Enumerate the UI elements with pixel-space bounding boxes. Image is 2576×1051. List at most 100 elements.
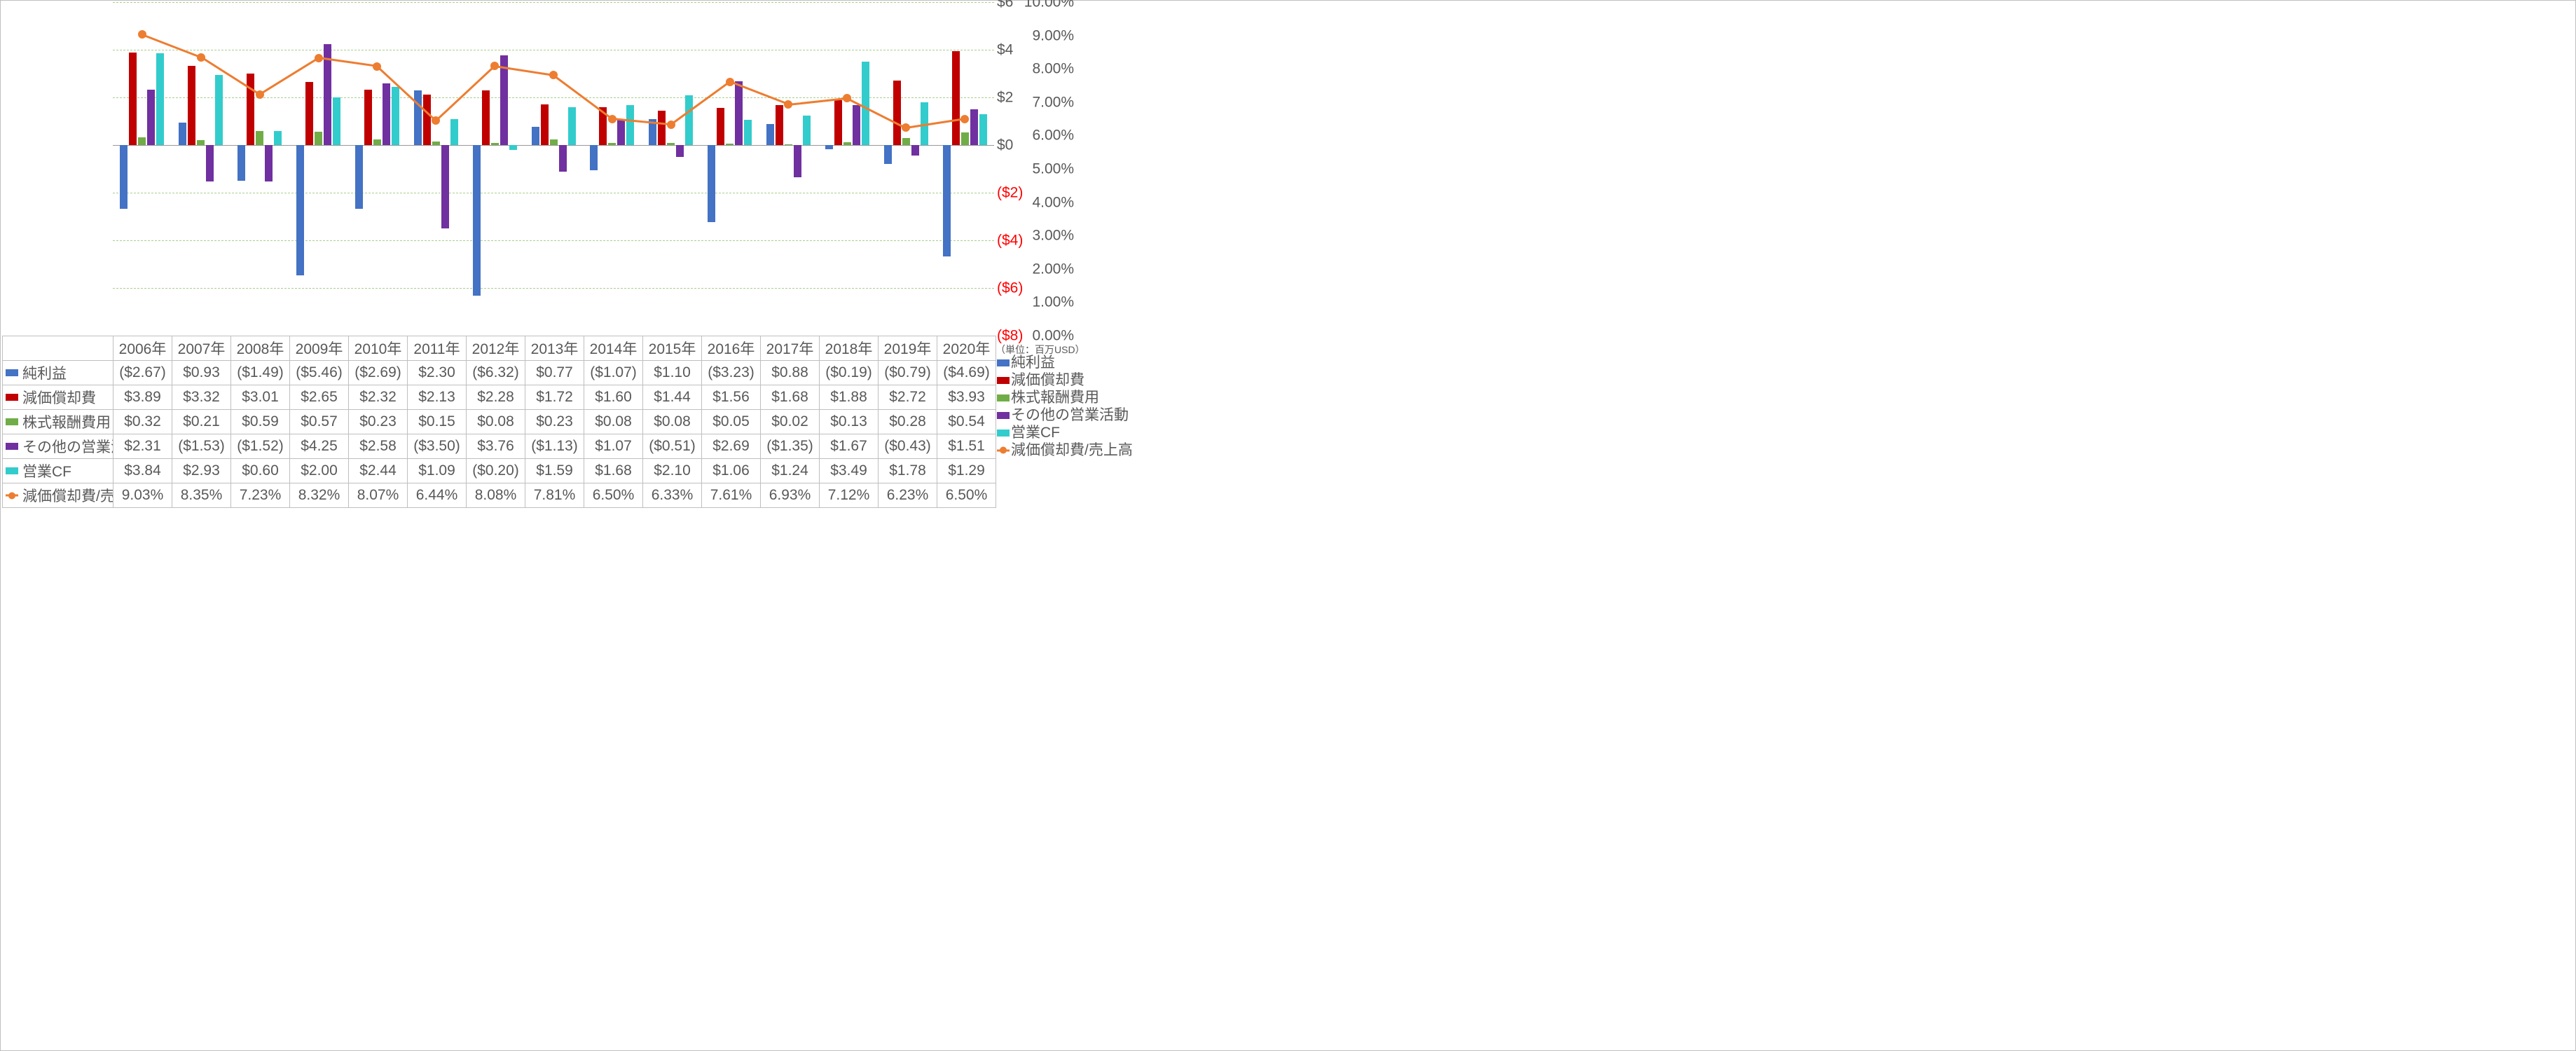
table-cell: $0.05 — [702, 410, 761, 434]
bar-stock_comp — [373, 139, 381, 145]
y-tick-percent: 7.00% — [1032, 95, 1074, 109]
bar-op_cf — [215, 75, 223, 145]
bar-op_cf — [509, 145, 517, 150]
y-tick-percent: 5.00% — [1032, 162, 1074, 177]
table-cell: ($1.07) — [584, 361, 643, 385]
table-cell: $2.65 — [290, 385, 349, 410]
y-tick-dollar: $2 — [997, 90, 1013, 105]
table-cell: $2.58 — [349, 434, 408, 459]
bar-net_income — [414, 90, 422, 145]
y-tick-percent: 2.00% — [1032, 261, 1074, 276]
bar-stock_comp — [961, 132, 969, 145]
legend-label: 株式報酬費用 — [1011, 390, 1099, 406]
bar-other_op — [794, 145, 801, 177]
table-cell: $2.10 — [643, 459, 702, 483]
legend-item: 減価償却費/売上高 — [994, 441, 1092, 459]
legend-label: その他の営業活動 — [1011, 407, 1129, 423]
table-cell: $1.24 — [761, 459, 820, 483]
table-cell: $3.49 — [820, 459, 879, 483]
legend-bar-swatch — [6, 418, 18, 425]
bar-other_op — [853, 105, 860, 145]
table-cell: $4.25 — [290, 434, 349, 459]
grid-line — [113, 240, 994, 241]
bar-depreciation — [129, 53, 137, 145]
table-cell: ($0.79) — [879, 361, 937, 385]
table-cell: ($4.69) — [937, 361, 996, 385]
table-cell: ($6.32) — [467, 361, 525, 385]
bar-other_op — [147, 90, 155, 145]
table-cell: ($1.53) — [172, 434, 231, 459]
bar-stock_comp — [902, 138, 910, 145]
line-marker — [315, 54, 323, 62]
y-tick-percent: 3.00% — [1032, 228, 1074, 243]
row-header: その他の営業活動 — [3, 434, 113, 459]
table-cell: $2.28 — [467, 385, 525, 410]
bar-stock_comp — [315, 132, 322, 145]
bar-depreciation — [893, 81, 901, 145]
table-cell: $1.44 — [643, 385, 702, 410]
year-header: 2014年 — [584, 336, 643, 361]
row-header: 純利益 — [3, 361, 113, 385]
row-label: 減価償却費/売上高 — [22, 488, 113, 504]
legend-bar-swatch — [6, 443, 18, 450]
year-header: 2012年 — [467, 336, 525, 361]
bar-net_income — [590, 145, 598, 170]
line-marker — [490, 62, 499, 70]
row-header: 減価償却費/売上高 — [3, 483, 113, 508]
bar-depreciation — [658, 111, 666, 145]
table-cell: $2.31 — [113, 434, 172, 459]
table-cell: $2.44 — [349, 459, 408, 483]
grid-line — [113, 2, 994, 3]
legend-label: 減価償却費 — [1011, 372, 1084, 388]
legend-item: その他の営業活動 — [994, 406, 1092, 424]
table-cell: 8.32% — [290, 483, 349, 508]
table-cell: $1.88 — [820, 385, 879, 410]
table-cell: 8.07% — [349, 483, 408, 508]
row-header: 減価償却費 — [3, 385, 113, 410]
table-cell: $0.08 — [643, 410, 702, 434]
y-tick-percent: 0.00% — [1032, 329, 1074, 343]
legend-bar-swatch — [997, 377, 1010, 384]
y-tick-dollar: $0 — [997, 138, 1013, 153]
table-cell: $1.51 — [937, 434, 996, 459]
table-cell: $1.68 — [584, 459, 643, 483]
table-cell: ($0.51) — [643, 434, 702, 459]
legend-bar-swatch — [6, 369, 18, 376]
table-row: その他の営業活動$2.31($1.53)($1.52)$4.25$2.58($3… — [3, 434, 996, 459]
side-legend: 純利益減価償却費株式報酬費用その他の営業活動営業CF減価償却費/売上高 — [994, 354, 1092, 459]
line-marker — [432, 116, 440, 125]
legend-label: 純利益 — [1011, 355, 1055, 371]
bar-other_op — [206, 145, 214, 181]
bar-op_cf — [803, 116, 811, 145]
table-cell: $2.72 — [879, 385, 937, 410]
table-corner — [3, 336, 113, 361]
bar-other_op — [735, 81, 743, 145]
year-header: 2017年 — [761, 336, 820, 361]
table-cell: ($2.69) — [349, 361, 408, 385]
bar-depreciation — [952, 51, 960, 145]
line-marker — [138, 30, 146, 39]
bar-op_cf — [862, 62, 869, 145]
y-tick-percent: 9.00% — [1032, 28, 1074, 43]
bar-stock_comp — [843, 142, 851, 145]
table-cell: ($0.20) — [467, 459, 525, 483]
legend-item: 営業CF — [994, 424, 1092, 441]
table-cell: $3.76 — [467, 434, 525, 459]
year-header: 2013年 — [525, 336, 584, 361]
table-row: 営業CF$3.84$2.93$0.60$2.00$2.44$1.09($0.20… — [3, 459, 996, 483]
table-cell: $0.59 — [231, 410, 290, 434]
y-tick-percent: 1.00% — [1032, 295, 1074, 310]
bar-depreciation — [834, 100, 842, 145]
bar-op_cf — [626, 105, 634, 145]
y-axis-left-dollars: ($8)($6)($4)($2)$0$2$4$6 — [994, 2, 1024, 336]
line-marker — [960, 115, 969, 123]
table-cell: $2.30 — [408, 361, 467, 385]
bar-op_cf — [156, 53, 164, 145]
year-header: 2016年 — [702, 336, 761, 361]
bar-net_income — [179, 123, 186, 145]
bar-stock_comp — [785, 144, 792, 145]
table-cell: $3.89 — [113, 385, 172, 410]
bar-stock_comp — [491, 143, 499, 145]
y-tick-percent: 6.00% — [1032, 128, 1074, 143]
bar-other_op — [911, 145, 919, 156]
